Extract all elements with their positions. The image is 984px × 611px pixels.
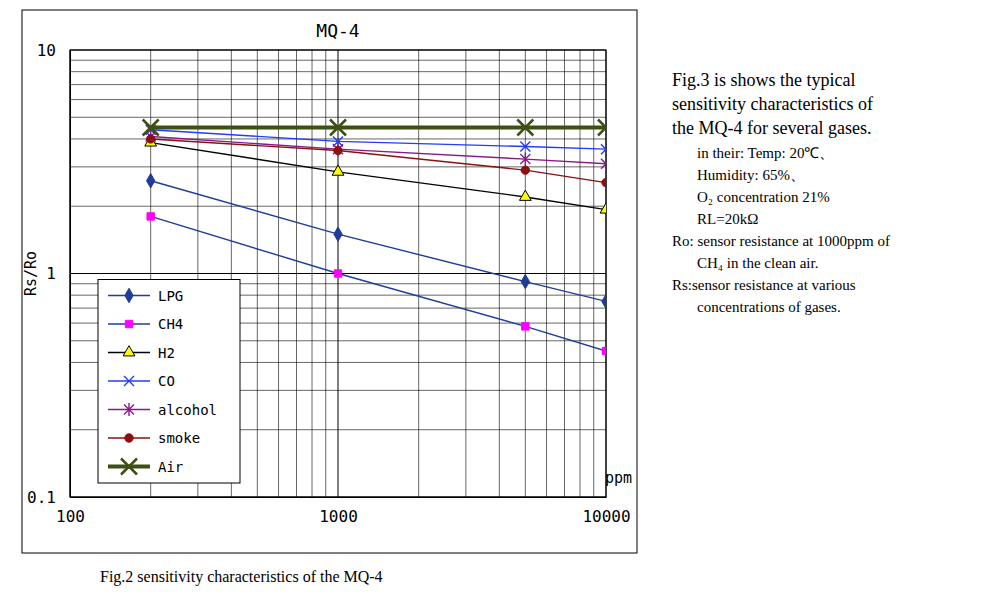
note-line: Ro: sensor resistance at 1000ppm of bbox=[672, 233, 890, 249]
chart-title: MQ-4 bbox=[316, 20, 359, 41]
series-marker bbox=[521, 166, 529, 174]
legend-box bbox=[98, 280, 240, 484]
x-tick: 10000 bbox=[582, 497, 630, 526]
x-axis-line bbox=[71, 497, 607, 498]
y-axis-line bbox=[70, 51, 71, 498]
note-line: sensitivity characteristics of bbox=[672, 94, 873, 114]
series-marker bbox=[334, 146, 342, 154]
legend-label: H2 bbox=[158, 345, 175, 361]
y-tick-label: 10 bbox=[37, 41, 56, 60]
series-marker bbox=[333, 143, 343, 156]
series-marker bbox=[602, 347, 606, 354]
x-tick-label: 100 bbox=[56, 507, 85, 526]
canvas: 100 1000 10000 0.1 1 10 MQ-4 Rs/Ro ppm LPG CH4 H2 CO… bbox=[0, 0, 984, 611]
series-line bbox=[151, 126, 606, 130]
y-tick-label: 0.1 bbox=[27, 488, 56, 507]
x-tick-label: 1000 bbox=[319, 507, 358, 526]
legend-label: alcohol bbox=[158, 402, 217, 418]
x-tick-label: 10000 bbox=[582, 507, 630, 526]
note-line: RL=20kΩ bbox=[697, 211, 758, 227]
legend-swatch-marker bbox=[121, 459, 137, 475]
series-marker bbox=[520, 142, 530, 152]
legend: LPG CH4 H2 CO alcohol smoke Air bbox=[98, 280, 240, 484]
note-line: CH₄ in the clean air. bbox=[697, 255, 818, 271]
note-line: concentrations of gases. bbox=[697, 299, 841, 315]
legend-label: CO bbox=[158, 373, 175, 389]
legend-swatch-marker bbox=[125, 320, 132, 327]
note-line: in their: Temp: 20℃、 bbox=[697, 145, 834, 161]
series-marker bbox=[147, 213, 154, 220]
series-line bbox=[151, 130, 606, 149]
note-line: Humidity: 65%、 bbox=[697, 167, 805, 183]
chart-frame bbox=[22, 10, 637, 553]
series-marker bbox=[602, 178, 606, 186]
plot-area bbox=[70, 50, 606, 497]
series-marker bbox=[519, 190, 531, 200]
x-tick: 100 bbox=[56, 497, 85, 526]
y-tick: 0.1 bbox=[27, 488, 70, 507]
x-tick: 1000 bbox=[319, 497, 358, 526]
note-line: Rs:sensor resistance at various bbox=[672, 277, 856, 293]
series-marker bbox=[522, 323, 529, 330]
y-tick-label: 1 bbox=[46, 264, 56, 283]
plot-frame bbox=[70, 50, 606, 497]
legend-label: LPG bbox=[158, 288, 183, 304]
legend-swatch-marker bbox=[125, 434, 133, 442]
y-tick: 1 bbox=[46, 264, 70, 283]
series-marker bbox=[146, 135, 154, 143]
series-line bbox=[151, 143, 606, 210]
series-marker bbox=[601, 157, 606, 170]
series-marker bbox=[143, 120, 159, 136]
x-axis-title: ppm bbox=[605, 469, 632, 487]
legend-label: Air bbox=[158, 459, 183, 475]
series-marker bbox=[334, 227, 342, 241]
series-marker bbox=[600, 203, 606, 213]
series-marker bbox=[334, 270, 341, 277]
legend-swatch-marker bbox=[123, 346, 135, 356]
legend-swatch-marker bbox=[124, 403, 134, 416]
legend-swatch-marker bbox=[125, 288, 133, 302]
note-line: the MQ-4 for several gases. bbox=[672, 118, 871, 138]
caption: Fig.2 sensitivity characteristics of the… bbox=[100, 568, 383, 586]
series-marker bbox=[598, 120, 606, 136]
series-marker bbox=[602, 294, 606, 308]
y-tick: 10 bbox=[37, 41, 70, 60]
series-marker bbox=[520, 153, 530, 166]
note-line: Fig.3 is shows the typical bbox=[672, 70, 856, 90]
y-axis-title: Rs/Ro bbox=[22, 251, 40, 296]
x-axis: 100 1000 10000 bbox=[56, 497, 631, 526]
series-marker bbox=[517, 120, 533, 136]
series-marker bbox=[521, 274, 529, 288]
series-marker bbox=[332, 165, 344, 175]
legend-label: smoke bbox=[158, 430, 200, 446]
grid bbox=[70, 50, 606, 497]
series-marker bbox=[601, 144, 606, 154]
series-marker bbox=[147, 174, 155, 188]
legend-swatch-marker bbox=[124, 376, 134, 386]
series-line bbox=[151, 139, 606, 183]
series-marker bbox=[330, 120, 346, 136]
series-line bbox=[151, 137, 606, 164]
note-line: O₂ concentration 21% bbox=[697, 189, 830, 205]
legend-label: CH4 bbox=[158, 316, 183, 332]
